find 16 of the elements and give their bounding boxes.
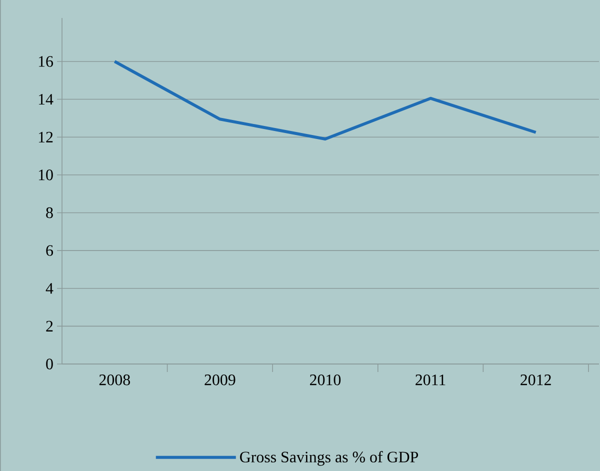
text: Gross Savings as % of GDP	[240, 451, 418, 466]
x-tick-label: 2009	[204, 374, 236, 386]
y-tick-label: 4	[46, 283, 54, 294]
x-tick-label: 2010	[310, 374, 341, 386]
y-tick-label: 6	[46, 245, 54, 256]
y-tick-label: 14	[38, 94, 54, 105]
y-tick-label: 8	[46, 207, 53, 218]
y-tick-label: 12	[38, 132, 53, 142]
y-tick-label: 2	[46, 320, 53, 332]
y-tick-label: 10	[38, 170, 53, 180]
y-tick-label: 16	[38, 56, 54, 67]
x-tick-label: 2008	[99, 374, 130, 386]
x-tick-label: 2011	[416, 374, 446, 386]
y-tick-label: 0	[46, 358, 53, 370]
x-tick-label: 2012	[520, 374, 551, 386]
line-series	[113, 60, 538, 140]
